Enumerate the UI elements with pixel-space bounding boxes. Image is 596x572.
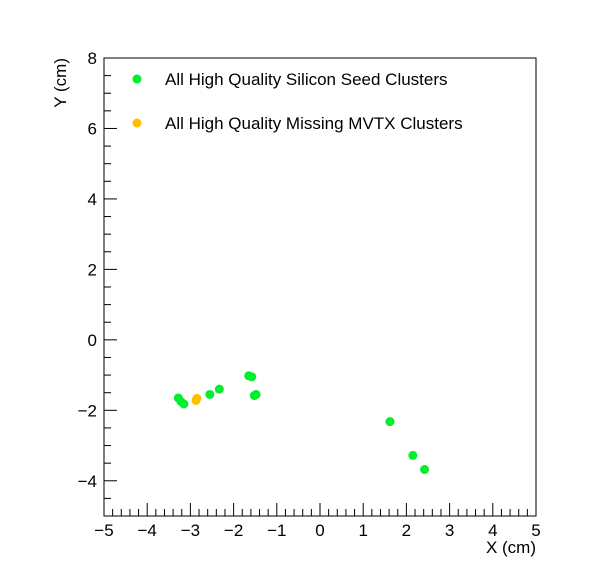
y-tick-label: 0 bbox=[88, 331, 97, 350]
x-tick-label: 4 bbox=[488, 521, 497, 540]
legend-label: All High Quality Silicon Seed Clusters bbox=[165, 70, 448, 89]
legend-marker bbox=[132, 74, 142, 84]
y-tick-label: 4 bbox=[88, 190, 97, 209]
legend: All High Quality Silicon Seed Clusters Al… bbox=[132, 70, 463, 133]
silicon-seed-point bbox=[179, 399, 189, 409]
y-axis: −4 −2 0 2 4 6 8 bbox=[78, 49, 117, 517]
y-tick-label: −2 bbox=[78, 401, 97, 420]
x-tick-label: 5 bbox=[531, 521, 540, 540]
silicon-seed-point bbox=[247, 372, 257, 382]
y-tick-label: 6 bbox=[88, 119, 97, 138]
silicon-seed-point bbox=[205, 389, 215, 399]
y-tick-label: 2 bbox=[88, 260, 97, 279]
legend-label: All High Quality Missing MVTX Clusters bbox=[165, 114, 463, 133]
x-tick-label: 0 bbox=[315, 521, 324, 540]
x-tick-label: 1 bbox=[358, 521, 367, 540]
data-points bbox=[173, 371, 430, 474]
silicon-seed-point bbox=[420, 464, 430, 474]
x-tick-label: 2 bbox=[402, 521, 411, 540]
x-axis: −5 −4 −3 −2 −1 0 1 2 3 4 5 bbox=[94, 503, 541, 540]
silicon-seed-point bbox=[251, 389, 261, 399]
x-tick-label: −1 bbox=[267, 521, 286, 540]
silicon-seed-point bbox=[214, 384, 224, 394]
x-tick-label: −5 bbox=[94, 521, 113, 540]
legend-marker bbox=[132, 118, 142, 128]
silicon-seed-point bbox=[385, 417, 395, 427]
y-tick-label: 8 bbox=[88, 49, 97, 68]
y-tick-label: −4 bbox=[78, 472, 97, 491]
x-axis-label: X (cm) bbox=[486, 538, 536, 557]
y-axis-label: Y (cm) bbox=[51, 58, 70, 108]
x-tick-label: −3 bbox=[181, 521, 200, 540]
x-tick-label: −2 bbox=[224, 521, 243, 540]
missing-mvtx-point bbox=[192, 393, 202, 403]
silicon-seed-point bbox=[408, 450, 418, 460]
x-tick-label: 3 bbox=[445, 521, 454, 540]
x-tick-label: −4 bbox=[138, 521, 157, 540]
